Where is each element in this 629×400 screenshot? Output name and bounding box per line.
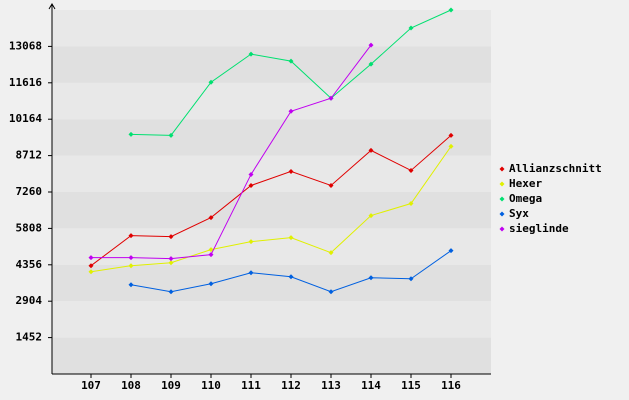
series-line <box>91 44 372 260</box>
legend-marker <box>499 211 505 217</box>
data-point <box>328 289 334 295</box>
data-point <box>128 263 134 269</box>
legend-label: Syx <box>509 207 529 220</box>
legend-marker <box>499 166 505 172</box>
data-point <box>368 42 374 48</box>
grid-band <box>52 228 491 265</box>
legend-marker <box>499 181 505 187</box>
data-point <box>248 171 254 177</box>
data-point <box>168 132 174 138</box>
x-tick-label: 110 <box>201 379 221 392</box>
data-point <box>88 263 94 269</box>
legend-label: sieglinde <box>509 222 569 235</box>
y-tick-label: 13068 <box>9 39 42 52</box>
x-tick-label: 114 <box>361 379 381 392</box>
y-axis-arrow <box>48 3 56 10</box>
data-point <box>448 7 454 13</box>
y-tick-label: 5808 <box>16 221 43 234</box>
legend-label: Allianzschnitt <box>509 162 602 175</box>
y-tick-label: 4356 <box>16 258 43 271</box>
y-tick-label: 2904 <box>16 294 43 307</box>
grid-band <box>52 337 491 374</box>
data-point <box>328 250 334 256</box>
y-tick-label: 7260 <box>16 185 43 198</box>
y-tick-label: 1452 <box>16 331 43 344</box>
data-point <box>408 276 414 282</box>
data-point <box>208 247 214 253</box>
data-point <box>328 95 334 101</box>
data-point <box>248 270 254 276</box>
data-point <box>408 201 414 207</box>
x-tick-label: 112 <box>281 379 301 392</box>
data-point <box>248 239 254 245</box>
data-point <box>448 132 454 138</box>
data-point <box>408 25 414 31</box>
data-point <box>128 233 134 239</box>
data-point <box>168 256 174 262</box>
data-point <box>168 234 174 240</box>
x-tick-label: 113 <box>321 379 341 392</box>
grid-band <box>52 301 491 338</box>
data-point <box>288 274 294 280</box>
y-tick-label: 10164 <box>9 112 42 125</box>
data-point <box>128 282 134 288</box>
data-point <box>88 269 94 275</box>
x-tick-label: 115 <box>401 379 421 392</box>
data-point <box>368 147 374 153</box>
data-point <box>328 182 334 188</box>
legend-label: Hexer <box>509 177 542 190</box>
y-tick-label: 8712 <box>16 149 43 162</box>
x-tick-label: 109 <box>161 379 181 392</box>
data-point <box>408 167 414 173</box>
grid-band <box>52 155 491 192</box>
grid-band <box>52 46 491 83</box>
data-point <box>288 108 294 114</box>
data-point <box>168 260 174 266</box>
x-tick-label: 111 <box>241 379 261 392</box>
data-point <box>368 213 374 219</box>
series-line <box>90 146 452 273</box>
data-point <box>448 143 454 149</box>
data-point <box>248 51 254 57</box>
data-point <box>88 255 94 261</box>
series-line <box>90 134 452 267</box>
x-tick-label: 108 <box>121 379 141 392</box>
data-point <box>208 281 214 287</box>
legend-marker <box>499 226 505 232</box>
data-point <box>208 252 214 258</box>
data-point <box>128 131 134 137</box>
data-point <box>168 289 174 295</box>
data-point <box>248 182 254 188</box>
legend-marker <box>499 196 505 202</box>
grid-band <box>52 192 491 229</box>
x-tick-label: 107 <box>81 379 101 392</box>
data-point <box>128 255 134 261</box>
legend-label: Omega <box>509 192 542 205</box>
data-point <box>208 215 214 221</box>
y-tick-label: 11616 <box>9 76 42 89</box>
grid-band <box>52 119 491 156</box>
x-tick-label: 116 <box>441 379 461 392</box>
grid-band <box>52 82 491 120</box>
grid-band <box>52 10 491 47</box>
grid-band <box>52 264 491 302</box>
data-point <box>288 168 294 174</box>
data-point <box>368 61 374 67</box>
data-point <box>288 235 294 241</box>
data-point <box>288 58 294 64</box>
data-point <box>448 248 454 254</box>
data-point <box>368 275 374 281</box>
data-point <box>208 79 214 85</box>
